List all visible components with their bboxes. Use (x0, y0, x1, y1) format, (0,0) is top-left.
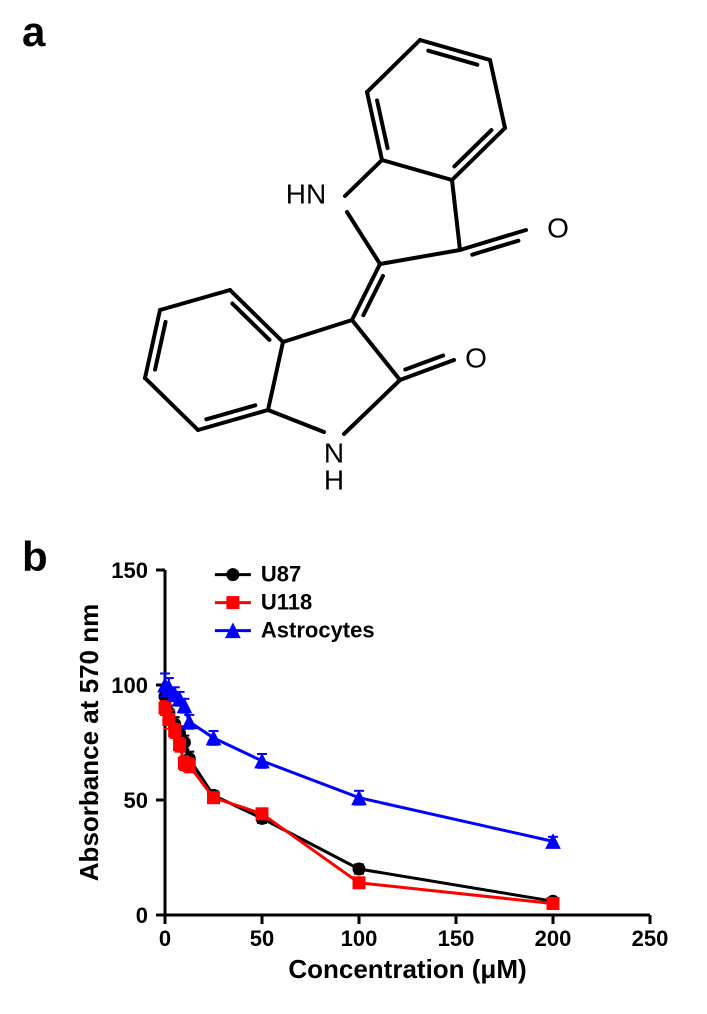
svg-text:150: 150 (111, 560, 148, 583)
svg-text:200: 200 (535, 926, 572, 951)
svg-text:100: 100 (111, 673, 148, 698)
svg-text:O: O (465, 342, 487, 373)
svg-text:250: 250 (632, 926, 669, 951)
svg-text:50: 50 (250, 926, 274, 951)
svg-text:Absorbance at 570 nm: Absorbance at 570 nm (74, 604, 104, 881)
svg-text:Concentration (μM): Concentration (μM) (288, 954, 526, 984)
svg-text:Astrocytes: Astrocytes (261, 618, 375, 643)
svg-text:150: 150 (438, 926, 475, 951)
svg-text:100: 100 (341, 926, 378, 951)
figure-root: a HNOONH b 050100150200250050100150Conce… (0, 0, 707, 1014)
panel-b-chart: 0 50 100 150 200 250 0 50 100 150 Concentration (μ… (70, 560, 670, 990)
panel-a-structure: HNOONH (100, 20, 600, 490)
svg-text:HN: HN (286, 178, 326, 209)
panel-a-label: a (22, 8, 45, 56)
svg-text:H: H (324, 464, 344, 490)
svg-text:U118: U118 (261, 590, 312, 615)
svg-text:0: 0 (136, 903, 148, 928)
svg-text:0: 0 (159, 926, 171, 951)
svg-text:O: O (547, 212, 569, 243)
svg-text:U87: U87 (261, 562, 301, 587)
svg-text:50: 50 (124, 788, 148, 813)
panel-b-label: b (22, 533, 48, 581)
